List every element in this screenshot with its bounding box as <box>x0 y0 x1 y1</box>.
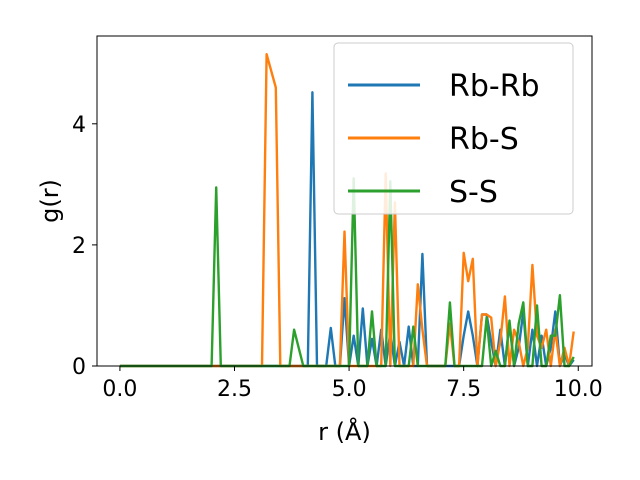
y-axis-ticks: 0 2 4 <box>72 113 97 380</box>
x-tick-label: 7.5 <box>446 377 481 402</box>
y-tick-label: 2 <box>72 234 86 259</box>
legend: Rb-Rb Rb-S S-S <box>333 42 574 215</box>
y-tick-label: 4 <box>72 113 86 138</box>
plot-frame <box>96 35 593 367</box>
x-axis-ticks: 0.0 2.5 5.0 7.5 10.0 <box>102 366 603 402</box>
x-tick-label: 5.0 <box>332 377 367 402</box>
y-axis-label: g(r) <box>36 179 64 223</box>
x-tick-label: 10.0 <box>554 377 603 402</box>
series-line-3 <box>119 177 575 368</box>
x-tick-label: 2.5 <box>217 377 252 402</box>
x-axis-label: r (Å) <box>318 417 371 446</box>
legend-label: Rb-Rb <box>449 69 540 104</box>
legend-label: S-S <box>449 175 498 210</box>
y-tick-label: 0 <box>72 355 86 380</box>
legend-label: Rb-S <box>449 122 519 157</box>
x-tick-label: 0.0 <box>102 377 137 402</box>
